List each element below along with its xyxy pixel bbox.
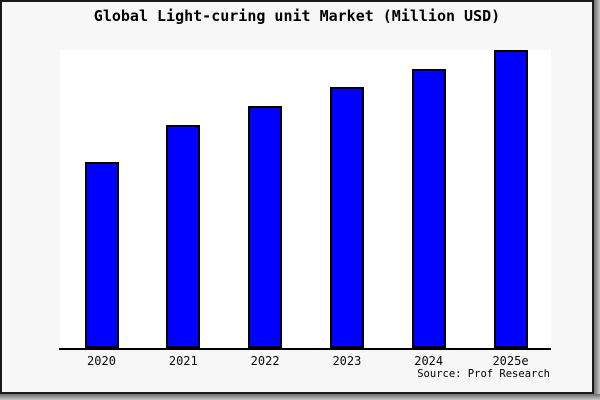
x-tick-2025e: 2025e xyxy=(492,354,529,368)
frame-shadow-bottom xyxy=(0,394,600,400)
x-tick-2024: 2024 xyxy=(414,354,444,368)
x-axis-line xyxy=(59,348,551,350)
bar-2022 xyxy=(248,106,283,348)
x-tick-2020: 2020 xyxy=(87,354,116,368)
bar-2025e xyxy=(493,50,528,348)
bar-2024 xyxy=(411,69,446,348)
x-tick-2023: 2023 xyxy=(332,354,362,368)
frame-shadow-right xyxy=(594,0,600,400)
bar-2020 xyxy=(84,162,119,348)
bar-2023 xyxy=(329,87,364,348)
bar-2021 xyxy=(166,125,201,348)
chart-title: Global Light-curing unit Market (Million… xyxy=(93,7,501,25)
source-note: Source: Prof Research xyxy=(417,368,550,380)
x-tick-2021: 2021 xyxy=(168,354,198,368)
plot-area xyxy=(60,50,551,348)
x-tick-2022: 2022 xyxy=(250,354,280,368)
